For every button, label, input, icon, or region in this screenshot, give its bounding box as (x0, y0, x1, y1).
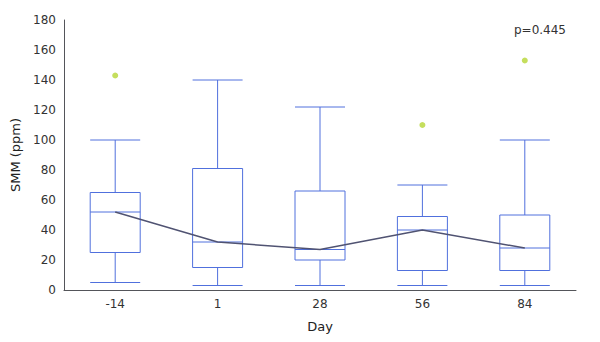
svg-text:140: 140 (33, 73, 56, 87)
svg-text:0: 0 (48, 283, 56, 297)
svg-text:100: 100 (33, 133, 56, 147)
svg-text:160: 160 (33, 43, 56, 57)
svg-text:20: 20 (41, 253, 56, 267)
svg-text:180: 180 (33, 13, 56, 27)
svg-text:80: 80 (41, 163, 56, 177)
svg-text:Day: Day (307, 319, 333, 334)
svg-text:p=0.445: p=0.445 (514, 23, 566, 37)
svg-text:28: 28 (312, 297, 327, 311)
svg-text:60: 60 (41, 193, 56, 207)
svg-text:120: 120 (33, 103, 56, 117)
svg-text:1: 1 (214, 297, 222, 311)
svg-text:56: 56 (415, 297, 430, 311)
svg-text:SMM (ppm): SMM (ppm) (8, 118, 23, 192)
svg-text:84: 84 (517, 297, 532, 311)
svg-text:-14: -14 (105, 297, 125, 311)
svg-text:40: 40 (41, 223, 56, 237)
